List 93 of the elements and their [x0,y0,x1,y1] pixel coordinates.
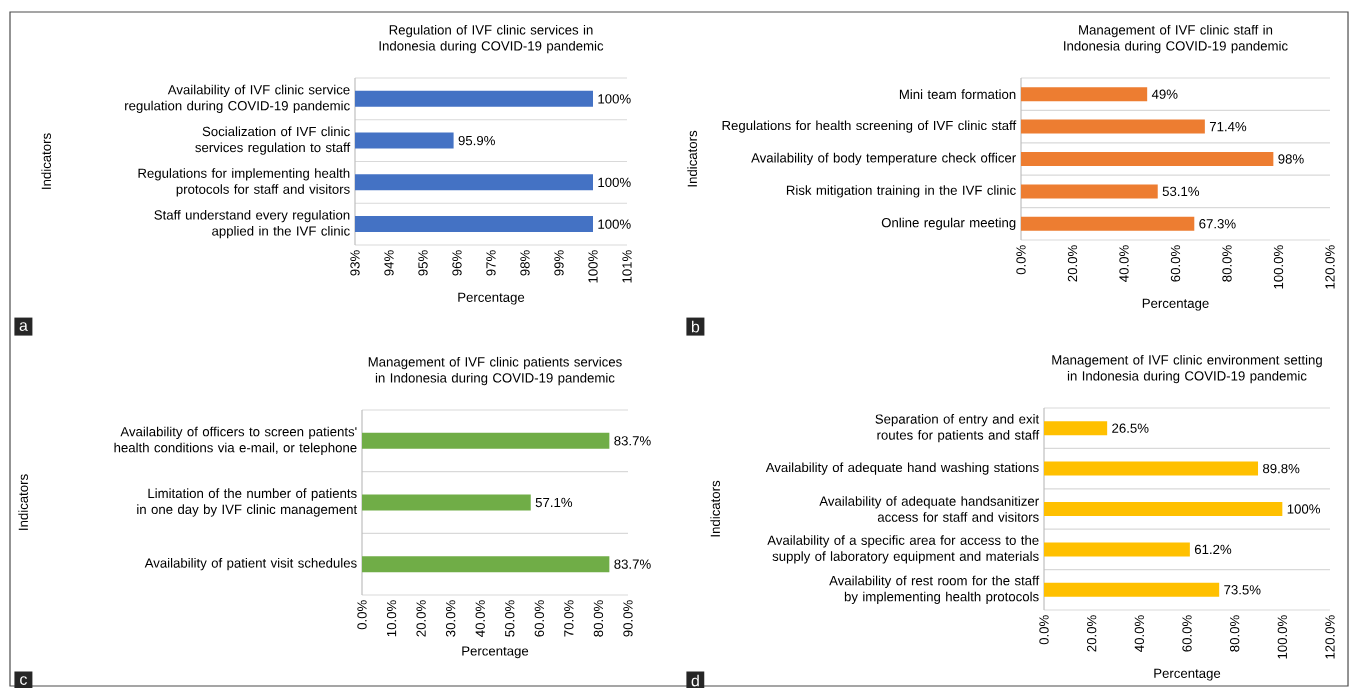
x-tick-label: 100.0% [1273,245,1284,289]
y-tick-label: Regulations for implementing health protocols for staff and visitors [138,168,350,197]
chart-title: Management of IVF clinic patients services in Indonesia during COVID-19 pandemic [368,356,622,386]
data-label: 100% [1287,504,1321,514]
data-label: 71.4% [1209,121,1247,132]
y-tick-label: Separation of entry and exit routes for patients and staff [875,414,1040,443]
x-tick-label: 94% [384,250,394,276]
x-tick-label: 80.0% [1229,615,1240,652]
x-tick-label: 30.0% [445,600,456,637]
bar [1044,582,1220,597]
text: d [691,674,699,687]
y-tick-label: Availability of patient visit schedules [144,558,357,571]
y-tick-label: Availability of rest room for the staff by implementing health protocols [829,575,1040,604]
text: b [691,320,700,333]
data-label: 83.7% [614,436,651,446]
x-tick-label: 60.0% [534,600,544,637]
x-tick-label: 97% [486,250,496,276]
bar [1021,119,1205,134]
data-label: 67.3% [1199,219,1236,229]
x-axis-title: Percentage [1154,668,1221,681]
x-tick-label: 96% [452,250,462,276]
data-label: 49% [1151,89,1178,99]
data-label: 73.5% [1224,585,1261,595]
x-tick-label: 50.0% [505,600,515,637]
bar [1044,421,1108,436]
y-tick-label: Socialization of IVF clinic services regulation to staff [195,126,351,155]
data-label: 57.1% [535,497,573,508]
x-tick-label: 99% [554,250,564,276]
y-tick-label: Availability of a specific area for access to the supply of laboratory equipment and materials [767,535,1039,564]
data-label: 95.9% [458,135,495,146]
x-tick-label: 120.0% [1325,245,1335,289]
x-tick-label: 120.0% [1325,615,1335,659]
y-tick-label: Online regular meeting [881,217,1016,230]
y-tick-label: Regulations for health screening of IVF clinic staff [722,120,1017,133]
bar [1021,151,1274,166]
text: c [20,676,27,685]
x-tick-label: 93% [350,250,360,276]
data-label: 98% [1278,154,1304,164]
y-tick-label: Staff understand every regulation applied in the IVF clinic [154,209,350,239]
y-axis-title: Indicators [41,133,51,189]
data-label: 53.1% [1162,186,1200,197]
y-tick-label: Mini team formation [899,89,1016,100]
x-tick-label: 20.0% [1086,615,1097,652]
x-tick-label: 100% [588,250,598,283]
y-tick-label: Risk mitigation training in the IVF clinic [786,185,1016,198]
data-label: 89.8% [1262,463,1300,474]
bar [1044,461,1259,476]
bar [1044,501,1283,516]
x-tick-label: 60.0% [1182,615,1192,652]
x-axis-title: Percentage [458,292,525,305]
x-tick-label: 20.0% [416,600,426,637]
chart-title: Regulation of IVF clinic services in Indonesia during COVID-19 pandemic [379,24,604,54]
x-tick-label: 98% [520,250,530,276]
x-tick-label: 0.0% [357,600,367,630]
x-tick-label: 95% [418,250,428,276]
x-tick-label: 70.0% [564,600,574,637]
data-label: 83.7% [614,559,651,569]
y-tick-label: Availability of adequate hand washing stations [765,462,1039,475]
x-tick-label: 0.0% [1016,245,1026,275]
data-label: 26.5% [1112,423,1149,433]
x-tick-label: 0.0% [1039,615,1049,645]
x-axis-title: Percentage [1142,298,1209,311]
data-label: 61.2% [1194,544,1232,555]
data-label: 100% [598,219,631,229]
y-tick-label: Limitation of the number of patients in one day by IVF clinic management [137,488,358,517]
x-tick-label: 40.0% [475,600,485,637]
x-tick-label: 101% [622,250,632,283]
x-tick-label: 10.0% [386,600,397,637]
y-axis-title: Indicators [710,480,720,537]
data-label: 100% [598,94,631,104]
y-axis-title: Indicators [687,130,697,187]
x-tick-label: 60.0% [1170,245,1181,282]
text: a [19,322,28,331]
bar [1044,542,1190,557]
y-tick-label: Availability of IVF clinic service regulation during COVID-19 pandemic [125,84,350,113]
y-tick-label: Availability of body temperature check officer [751,152,1016,166]
y-axis-title: Indicators [18,474,28,530]
chart-title: Management of IVF clinic staff in Indonesia during COVID-19 pandemic [1064,24,1288,54]
chart-title: Management of IVF clinic environment setting in Indonesia during COVID-19 pandemic [1052,354,1322,384]
bar [1021,184,1158,199]
bar [1021,216,1195,231]
x-tick-label: 80.0% [593,600,604,637]
data-label: 100% [598,177,631,188]
x-tick-label: 80.0% [1222,245,1232,282]
bar [1021,87,1148,102]
x-tick-label: 90.0% [623,600,633,637]
x-tick-label: 40.0% [1119,245,1129,282]
x-tick-label: 100.0% [1277,615,1288,659]
x-tick-label: 40.0% [1134,615,1145,652]
y-tick-label: Availability of adequate handsanitizer access for staff and visitors [819,496,1039,522]
x-axis-title: Percentage [462,646,529,659]
x-tick-label: 20.0% [1067,245,1078,282]
y-tick-label: Availability of officers to screen patients' health conditions via e-mail, or telephone [114,426,357,455]
